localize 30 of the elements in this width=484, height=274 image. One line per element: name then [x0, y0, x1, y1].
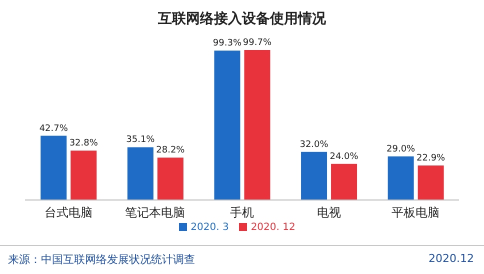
- bar: [70, 150, 97, 200]
- data-label: 99.7%: [242, 38, 272, 48]
- bar: [127, 147, 154, 200]
- data-label: 28.2%: [156, 146, 186, 156]
- data-label: 32.0%: [300, 140, 329, 150]
- data-label: 24.0%: [330, 152, 359, 162]
- data-label: 35.1%: [126, 135, 156, 146]
- bar: [331, 164, 358, 200]
- legend-label: 2020. 12: [250, 222, 296, 233]
- bar: [301, 152, 328, 200]
- x-tick-label: 笔记本电脑: [125, 206, 186, 220]
- data-label: 42.7%: [39, 124, 68, 134]
- bar: [40, 136, 67, 200]
- x-tick-label: 台式电脑: [44, 206, 92, 220]
- data-label: 22.9%: [416, 154, 446, 164]
- data-label: 29.0%: [386, 144, 416, 154]
- data-label: 99.3%: [212, 38, 242, 49]
- legend-label: 2020. 3: [190, 222, 229, 233]
- source-note: 来源：中国互联网络发展状况统计调查: [8, 252, 195, 267]
- bar: [244, 50, 270, 200]
- x-tick-label: 手机: [230, 206, 254, 220]
- text: 2020.12: [428, 252, 474, 265]
- bar: [214, 50, 240, 200]
- bar: [418, 166, 444, 200]
- x-tick-label: 电视: [316, 206, 341, 220]
- bar: [388, 156, 414, 200]
- data-label: 32.8%: [69, 138, 98, 149]
- x-tick-label: 平板电脑: [392, 206, 440, 220]
- chart-title: 互联网络接入设备使用情况: [157, 10, 327, 28]
- bar: [157, 158, 184, 200]
